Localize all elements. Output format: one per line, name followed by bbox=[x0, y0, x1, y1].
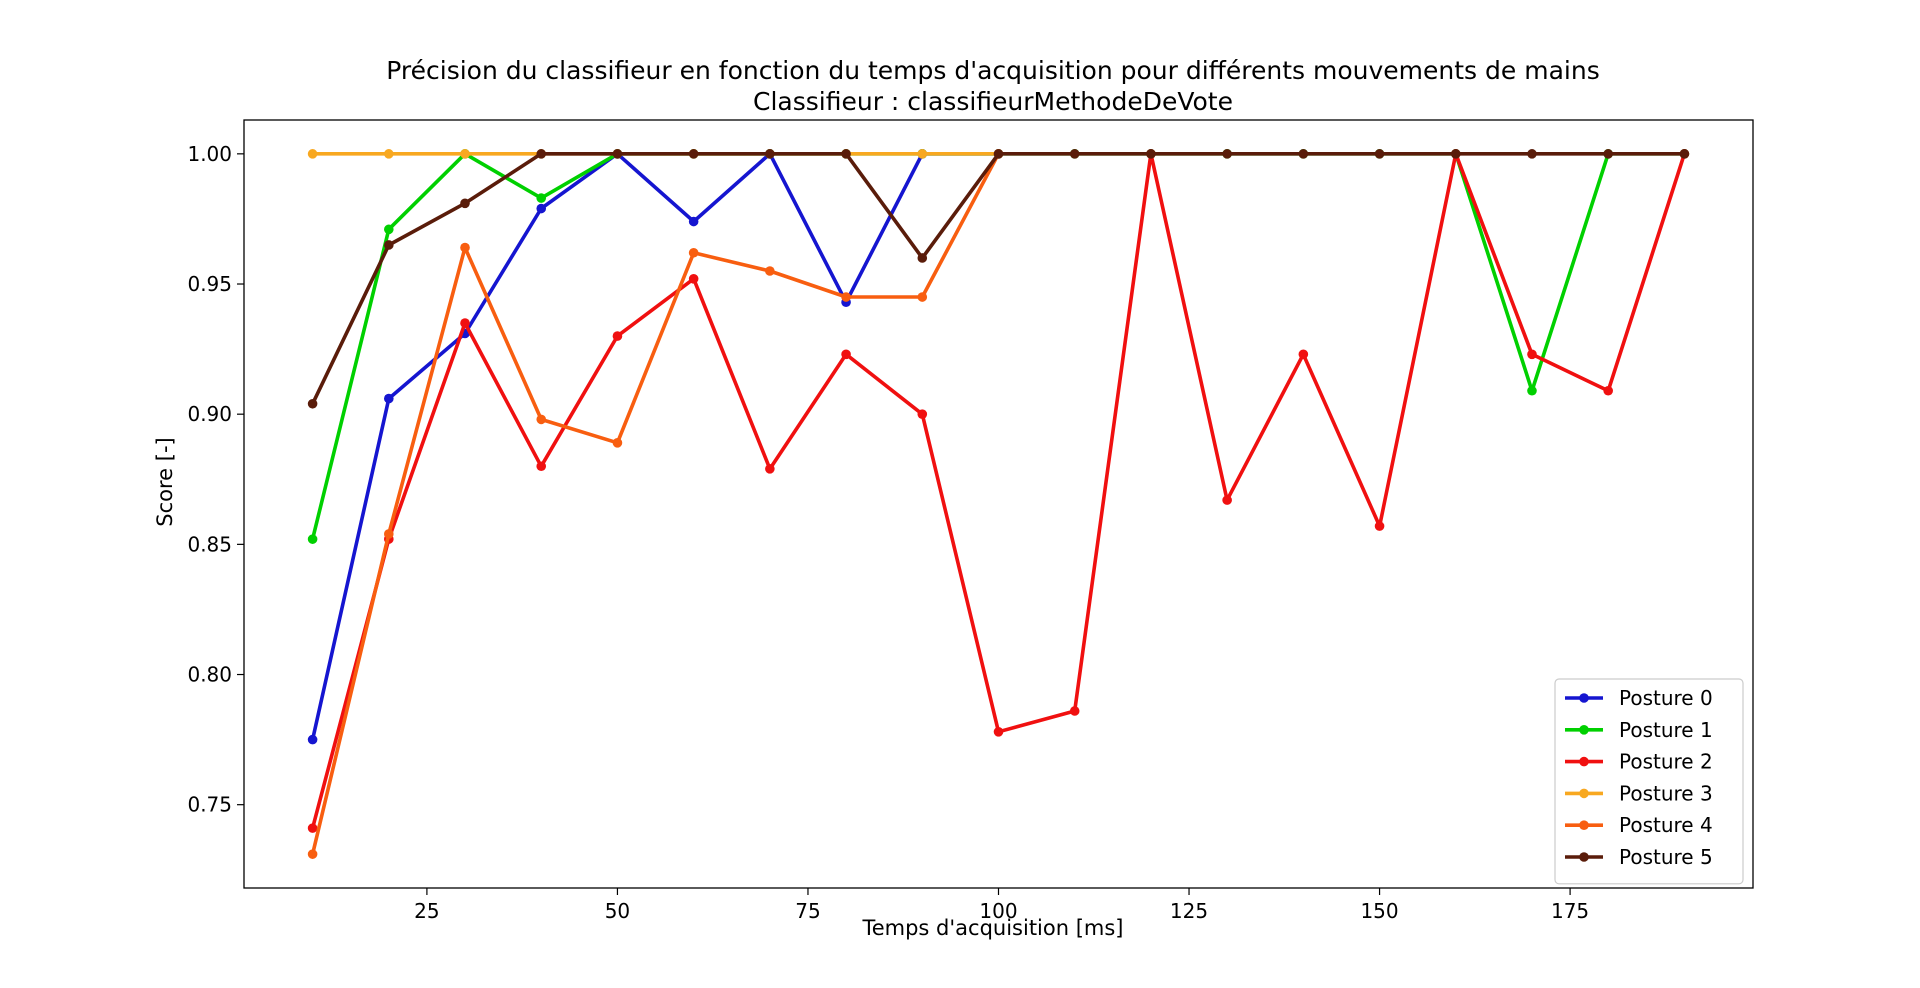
legend-swatch-marker bbox=[1579, 693, 1589, 703]
data-point bbox=[917, 149, 928, 159]
data-point bbox=[1374, 149, 1385, 159]
x-tick-label: 175 bbox=[1551, 899, 1589, 923]
data-point bbox=[536, 193, 547, 203]
x-axis-label: Temps d'acquisition [ms] bbox=[861, 916, 1123, 940]
data-point bbox=[460, 149, 470, 159]
legend-label: Posture 2 bbox=[1619, 750, 1713, 774]
data-point bbox=[1527, 149, 1537, 159]
data-point bbox=[688, 247, 699, 258]
data-point bbox=[536, 149, 547, 159]
data-point bbox=[536, 414, 547, 425]
legend-swatch-marker bbox=[1579, 852, 1589, 862]
data-point bbox=[384, 224, 394, 235]
data-point bbox=[307, 398, 318, 409]
data-point bbox=[307, 849, 318, 859]
data-point bbox=[1603, 149, 1613, 159]
data-point bbox=[384, 240, 394, 250]
x-tick-label: 50 bbox=[605, 899, 630, 923]
data-point bbox=[917, 253, 928, 263]
data-point bbox=[1222, 495, 1232, 505]
legend-label: Posture 4 bbox=[1619, 813, 1713, 837]
data-point bbox=[1298, 149, 1309, 159]
plot-area bbox=[243, 119, 1754, 889]
legend-label: Posture 1 bbox=[1619, 718, 1713, 742]
x-axis: 25 50 75 100 125 150 175 bbox=[414, 888, 1589, 923]
data-point bbox=[612, 149, 623, 159]
x-tick-label: 150 bbox=[1360, 899, 1398, 923]
series-line bbox=[310, 152, 1001, 742]
data-point bbox=[765, 464, 775, 474]
y-tick-label: 0.85 bbox=[187, 532, 232, 556]
data-point bbox=[1527, 385, 1537, 396]
plot-frame bbox=[243, 119, 1754, 889]
series-line bbox=[310, 152, 1001, 857]
data-point bbox=[612, 438, 623, 448]
y-tick-label: 0.75 bbox=[187, 793, 232, 817]
data-point bbox=[1603, 385, 1613, 396]
y-axis-label: Score [-] bbox=[153, 437, 177, 526]
data-point bbox=[917, 409, 928, 419]
data-point bbox=[307, 823, 318, 833]
data-point bbox=[993, 149, 1004, 159]
data-point bbox=[536, 203, 547, 214]
data-point bbox=[1298, 349, 1309, 360]
data-point bbox=[841, 149, 851, 159]
data-point bbox=[460, 242, 470, 253]
data-point bbox=[917, 292, 928, 302]
x-tick-label: 75 bbox=[795, 899, 820, 923]
legend: Posture 0 Posture 1 Posture 2 Posture 3 Post… bbox=[1554, 678, 1744, 885]
legend-swatch-marker bbox=[1579, 725, 1589, 735]
legend-swatch-marker bbox=[1579, 820, 1589, 830]
data-point bbox=[765, 266, 775, 276]
data-point bbox=[307, 734, 318, 745]
data-point bbox=[1146, 149, 1156, 159]
data-point bbox=[384, 149, 394, 159]
data-point bbox=[307, 149, 318, 159]
y-tick-label: 0.90 bbox=[187, 402, 232, 426]
data-point bbox=[384, 529, 394, 539]
data-point bbox=[460, 318, 470, 328]
data-point bbox=[1222, 149, 1232, 159]
data-point bbox=[688, 274, 699, 284]
x-tick-label: 100 bbox=[979, 899, 1017, 923]
data-point bbox=[765, 149, 775, 159]
data-point bbox=[993, 726, 1004, 737]
data-point bbox=[1527, 349, 1537, 360]
chart-subtitle: Classifieur : classifieurMethodeDeVote bbox=[753, 87, 1233, 116]
chart-title: Précision du classifieur en fonction du … bbox=[386, 56, 1599, 85]
data-point bbox=[384, 393, 394, 404]
data-point bbox=[460, 198, 470, 209]
series-line bbox=[310, 152, 1687, 830]
data-point bbox=[841, 349, 851, 360]
data-point bbox=[688, 216, 699, 227]
data-point bbox=[307, 534, 318, 544]
legend-swatch-marker bbox=[1579, 788, 1589, 799]
y-tick-label: 0.80 bbox=[187, 663, 232, 687]
legend-swatch-marker bbox=[1579, 756, 1589, 767]
data-point bbox=[1069, 149, 1080, 159]
x-tick-label: 25 bbox=[414, 899, 439, 923]
data-point bbox=[1069, 706, 1080, 716]
y-axis: 0.75 0.80 0.85 0.90 0.95 1.00 bbox=[187, 142, 244, 817]
x-tick-label: 125 bbox=[1170, 899, 1208, 923]
data-point bbox=[688, 149, 699, 159]
legend-label: Posture 3 bbox=[1619, 781, 1713, 805]
data-point bbox=[841, 292, 851, 302]
data-point bbox=[612, 331, 623, 341]
y-tick-label: 0.95 bbox=[187, 272, 232, 296]
legend-label: Posture 5 bbox=[1619, 845, 1713, 869]
data-point bbox=[1679, 149, 1690, 159]
data-point bbox=[1374, 521, 1385, 531]
legend-label: Posture 0 bbox=[1619, 686, 1713, 710]
data-point bbox=[1450, 149, 1461, 159]
data-point bbox=[536, 461, 547, 472]
series-layer bbox=[307, 149, 1690, 859]
y-tick-label: 1.00 bbox=[187, 142, 232, 166]
